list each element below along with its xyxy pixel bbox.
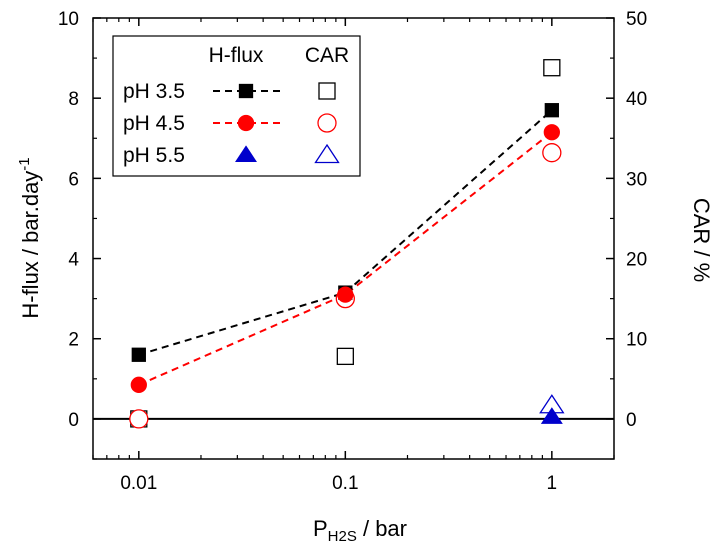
hflux-point-square: [131, 347, 146, 362]
y-right-tick-label: 40: [626, 89, 647, 110]
y-axis-left-label: H-flux / bar.day-1: [16, 157, 43, 318]
legend-box: [112, 35, 361, 177]
hflux-line-circle: [138, 131, 553, 386]
legend-hflux-swatch: [237, 114, 255, 132]
data-series-layer: [129, 59, 565, 429]
y-right-tick-label: 30: [626, 169, 647, 190]
legend-header-hflux: H-flux: [209, 44, 264, 67]
plot-frame: [92, 17, 615, 460]
x-tick-label: 0.01: [120, 473, 157, 494]
legend-car-swatch: [317, 113, 337, 133]
car-point-circle: [129, 409, 149, 429]
car-point-square: [543, 59, 561, 77]
hflux-line-square: [138, 109, 553, 356]
legend-label-ph45: pH 4.5: [123, 112, 185, 135]
legend: H-flux CAR pH 3.5 pH 4.5 pH 5.5: [112, 35, 361, 177]
axis-ticks: [92, 17, 615, 460]
legend-hflux-swatch: [235, 145, 257, 163]
legend-hflux-swatch: [238, 83, 254, 99]
legend-label-ph35: pH 3.5: [123, 80, 185, 103]
y-left-tick-label: 6: [68, 169, 79, 190]
y-left-tick-label: 2: [68, 330, 79, 351]
car-point-circle: [542, 143, 562, 163]
legend-label-ph55: pH 5.5: [123, 144, 185, 167]
y-axis-right-label: CAR / %: [689, 198, 714, 282]
y-right-tick-label: 50: [626, 9, 647, 30]
legend-header-car: CAR: [305, 44, 349, 67]
y-right-tick-label: 10: [626, 330, 647, 351]
hflux-point-triangle: [540, 407, 563, 424]
y-right-tick-label: 20: [626, 250, 647, 271]
x-tick-label: 1: [547, 473, 558, 494]
car-point-square: [336, 347, 354, 366]
hflux-point-circle: [337, 286, 354, 303]
y-left-tick-label: 4: [68, 250, 79, 271]
y-left-tick-label: 10: [58, 9, 79, 30]
hflux-point-circle: [543, 124, 560, 141]
legend-car-swatch: [318, 82, 336, 100]
y-right-tick-label: 0: [626, 410, 637, 431]
x-axis-label: PH2S / bar: [313, 516, 407, 545]
legend-swatches: [213, 82, 340, 164]
hflux-point-circle: [130, 376, 147, 393]
y-left-tick-label: 8: [68, 89, 79, 110]
hflux-point-square: [544, 103, 559, 118]
legend-car-swatch: [314, 143, 340, 164]
y-left-tick-label: 0: [68, 410, 79, 431]
x-tick-label: 0.1: [332, 473, 358, 494]
